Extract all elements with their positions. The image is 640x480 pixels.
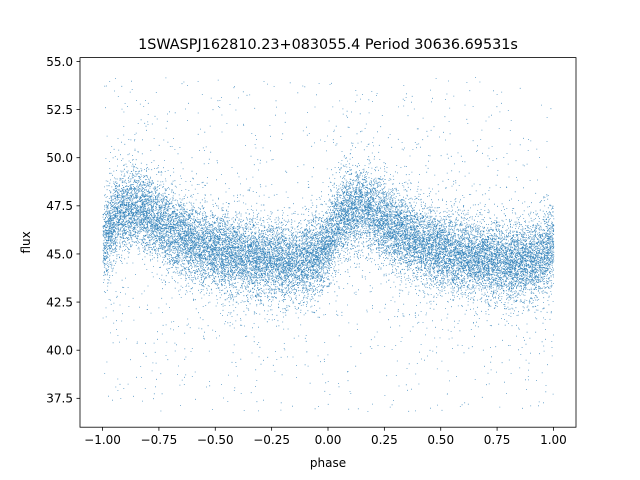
chart-title: 1SWASPJ162810.23+083055.4 Period 30636.6… xyxy=(138,37,518,53)
y-tick-label: 47.5 xyxy=(46,199,73,213)
data-points xyxy=(102,77,555,412)
x-tick-label: 0.50 xyxy=(427,433,454,447)
x-tick-label: −1.00 xyxy=(84,433,121,447)
y-tick-label: 52.5 xyxy=(46,103,73,117)
x-axis: −1.00 −0.75 −0.50 −0.25 0.00 0.25 0.50 0.75 1.00 xyxy=(84,427,567,447)
x-axis-label: phase xyxy=(310,456,346,470)
y-tick-label: 37.5 xyxy=(46,392,73,406)
scatter-points xyxy=(102,77,555,412)
x-tick-label: −0.75 xyxy=(141,433,178,447)
x-tick-label: −0.25 xyxy=(253,433,290,447)
x-tick-label: −0.50 xyxy=(197,433,234,447)
x-tick-label: 1.00 xyxy=(540,433,567,447)
y-tick-label: 42.5 xyxy=(46,295,73,309)
y-axis: 37.5 40.0 42.5 45.0 47.5 50.0 52.5 55.0 xyxy=(46,55,80,406)
y-tick-label: 45.0 xyxy=(46,247,73,261)
y-tick-label: 50.0 xyxy=(46,151,73,165)
x-tick-label: 0.25 xyxy=(371,433,398,447)
x-tick-label: 0.75 xyxy=(484,433,511,447)
x-tick-label: 0.00 xyxy=(315,433,342,447)
y-tick-label: 40.0 xyxy=(46,344,73,358)
y-tick-label: 55.0 xyxy=(46,55,73,69)
y-axis-label: flux xyxy=(19,231,33,253)
